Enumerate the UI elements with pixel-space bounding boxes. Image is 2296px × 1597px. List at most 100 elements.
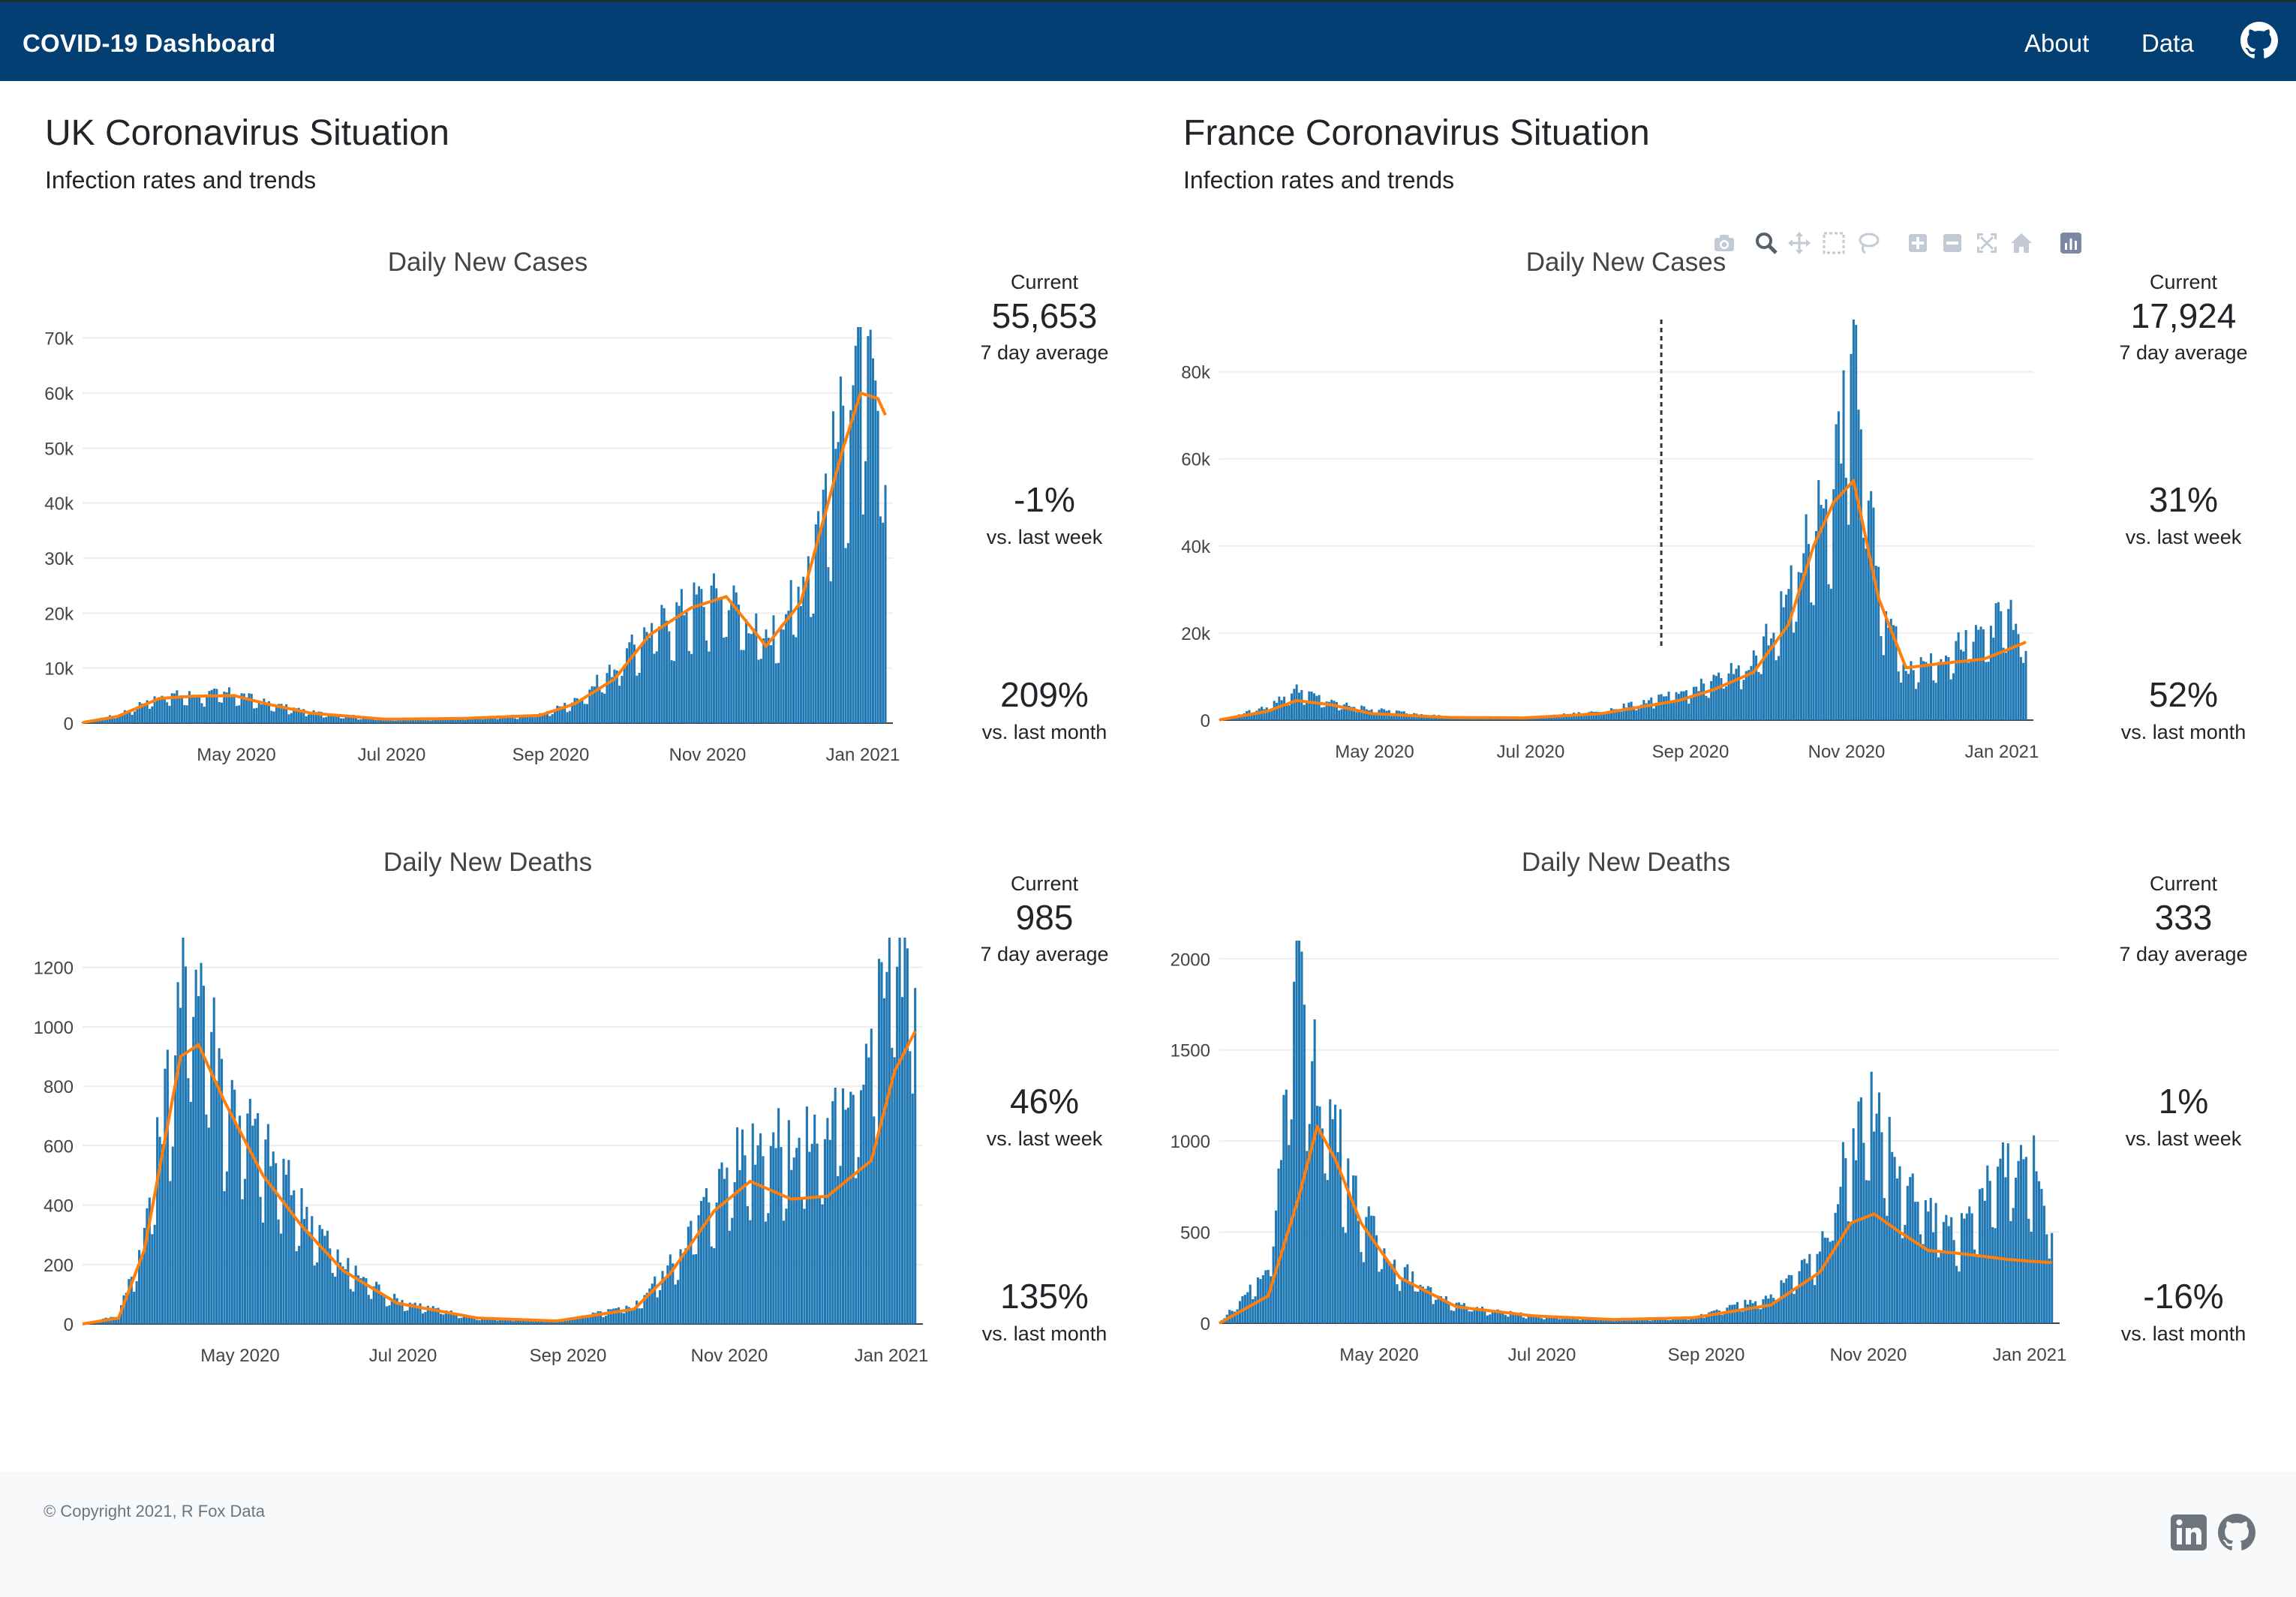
y-tick-label: 1200 [34, 959, 74, 979]
bar [1901, 1238, 1904, 1323]
bar [1875, 1113, 1878, 1323]
bar [1478, 1310, 1481, 1323]
bar [254, 1118, 257, 1324]
bar [1545, 716, 1548, 720]
bar [181, 695, 184, 723]
bar [747, 633, 750, 723]
zoom-icon[interactable] [1753, 230, 1780, 257]
github-icon[interactable] [2218, 1514, 2255, 1551]
bar [135, 1280, 138, 1324]
bar [310, 713, 313, 723]
bar [1755, 655, 1758, 720]
bar [111, 716, 114, 723]
bar [134, 711, 137, 723]
zoom-in-icon[interactable] [1904, 230, 1931, 257]
bar [1419, 1284, 1422, 1323]
bar [344, 714, 347, 723]
bar [1797, 572, 1800, 720]
bar [1270, 1276, 1273, 1323]
bar [1255, 710, 1258, 720]
bar [471, 716, 474, 723]
zoom-out-icon[interactable] [1939, 230, 1966, 257]
camera-icon[interactable] [1711, 230, 1738, 257]
bar [89, 720, 92, 723]
bar [1885, 611, 1888, 720]
bar [1859, 429, 1862, 720]
chart-title: Daily New Deaths [1521, 848, 1731, 877]
month-change-value: -16% [2143, 1277, 2224, 1316]
bar [1974, 625, 1977, 720]
bar [600, 1311, 603, 1324]
bar [735, 592, 738, 723]
bar [236, 1126, 239, 1324]
bar [1805, 1263, 1808, 1323]
bar [1987, 662, 1990, 720]
bar [1515, 719, 1518, 720]
week-change-value: 46% [1009, 1082, 1080, 1121]
bar [612, 1308, 615, 1324]
lasso-select-icon[interactable] [1855, 230, 1882, 257]
bar [663, 1277, 666, 1324]
bar [331, 1272, 334, 1324]
bar [1477, 718, 1480, 720]
reset-axes-icon[interactable] [2008, 230, 2035, 257]
bar [285, 704, 288, 723]
bar [1462, 717, 1465, 720]
box-select-icon[interactable] [1820, 230, 1847, 257]
bar [267, 701, 270, 723]
bar [1679, 1319, 1682, 1323]
bar [1507, 1316, 1510, 1323]
bar [98, 719, 101, 723]
bar [839, 1166, 842, 1324]
bar [822, 489, 825, 723]
brand-title[interactable]: COVID-19 Dashboard [23, 29, 276, 57]
bar [151, 706, 154, 723]
linkedin-icon[interactable] [2170, 1514, 2207, 1551]
bar [1695, 686, 1698, 720]
bar [807, 556, 810, 723]
bar [1516, 1313, 1520, 1323]
bar [1746, 1304, 1749, 1323]
bar [163, 699, 166, 723]
bar [1390, 715, 1393, 720]
autoscale-icon[interactable] [1973, 230, 2000, 257]
bar [584, 1317, 587, 1324]
pan-icon[interactable] [1786, 230, 1813, 257]
bar [1320, 707, 1323, 720]
bar [1312, 693, 1315, 720]
bar [1472, 716, 1475, 720]
bar [755, 613, 758, 723]
bar [261, 1222, 265, 1324]
bar [896, 966, 899, 1324]
bar [1748, 670, 1751, 720]
bar [1465, 1306, 1468, 1323]
bar [782, 629, 785, 723]
bar [800, 1199, 804, 1324]
bar [151, 1234, 154, 1324]
bar [377, 719, 380, 723]
bar [1543, 715, 1546, 720]
bar [1432, 714, 1435, 720]
bar [1492, 717, 1495, 720]
x-tick-label: May 2020 [1335, 742, 1414, 762]
plotly-logo-icon[interactable] [2057, 230, 2084, 257]
bar [2012, 1208, 2015, 1323]
bar [1460, 1304, 1463, 1323]
bar [608, 665, 611, 723]
bar [313, 1265, 316, 1324]
bar [1365, 709, 1368, 720]
month-change-value: 52% [2148, 675, 2219, 714]
bar [548, 716, 551, 723]
github-icon[interactable] [2240, 22, 2278, 59]
bar [726, 1167, 729, 1324]
bar [2000, 611, 2003, 720]
bar [1520, 718, 1523, 720]
bar [1258, 708, 1261, 720]
bar [485, 1317, 488, 1324]
nav-about-link[interactable]: About [2024, 29, 2090, 57]
bar [1965, 1213, 1968, 1323]
bar [382, 718, 385, 723]
nav-data-link[interactable]: Data [2141, 29, 2194, 57]
bar [1889, 618, 1892, 720]
bar [380, 719, 383, 723]
